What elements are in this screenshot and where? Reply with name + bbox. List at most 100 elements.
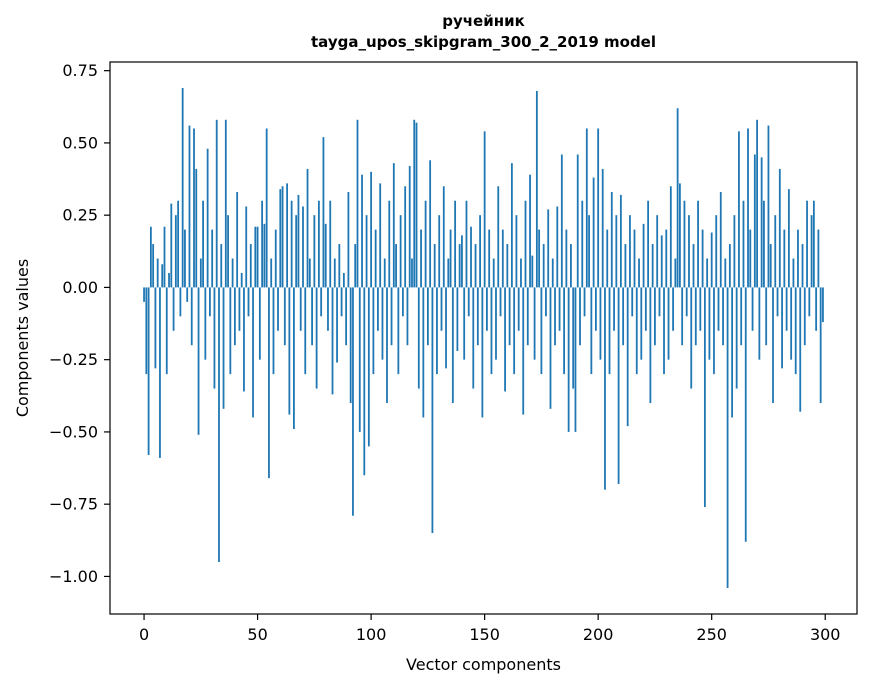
bar [322, 137, 325, 288]
bar [426, 287, 429, 346]
bar [481, 287, 484, 418]
bar [810, 215, 813, 288]
bar [290, 200, 293, 288]
ticks-group: 0 50 100 150 200 250 300 0.75 0.50 0.25 0.00 −0.25 −… [49, 61, 841, 644]
bar [347, 192, 350, 288]
bar [619, 194, 622, 288]
bar [803, 287, 806, 346]
bar [159, 287, 161, 458]
bar [549, 287, 552, 409]
bar [547, 209, 550, 288]
bar [524, 200, 527, 288]
bar [563, 287, 565, 375]
bar [283, 287, 286, 346]
bar [422, 287, 425, 418]
bar [143, 287, 145, 302]
bar [744, 287, 747, 542]
bar [386, 287, 388, 404]
bar [349, 287, 352, 404]
bar [506, 244, 509, 288]
bar [340, 287, 343, 317]
bar [610, 192, 613, 288]
bar [767, 125, 770, 288]
x-tick-label: 0 [139, 625, 149, 644]
bar [354, 244, 357, 288]
bar [304, 287, 307, 375]
bar [486, 287, 488, 331]
bar [252, 287, 254, 418]
bar [188, 125, 191, 288]
bar [397, 287, 400, 375]
bar [758, 287, 761, 360]
bar [281, 186, 284, 288]
bar [538, 229, 541, 288]
bar [526, 287, 529, 346]
bar [624, 244, 627, 288]
bar [356, 119, 359, 288]
bar [327, 287, 329, 331]
bar [783, 229, 786, 288]
bar [363, 287, 366, 476]
x-tick-label: 250 [696, 625, 727, 644]
bar [238, 287, 241, 331]
bar [699, 287, 702, 331]
bar [315, 287, 318, 389]
bar [560, 154, 563, 288]
x-tick-label: 200 [583, 625, 614, 644]
y-tick-label: −0.75 [49, 495, 98, 514]
bar [597, 128, 600, 288]
bar [272, 287, 275, 375]
bar [168, 272, 170, 288]
bar [222, 287, 225, 409]
bar [451, 287, 454, 404]
bar [785, 287, 788, 331]
bar [370, 171, 373, 288]
bar [154, 287, 157, 369]
bar [731, 287, 734, 418]
bar [211, 229, 214, 288]
bar [190, 287, 193, 346]
bar [697, 200, 699, 288]
bar [819, 287, 822, 404]
bar [726, 287, 729, 588]
bar [249, 244, 252, 288]
bar [608, 287, 611, 375]
bar [572, 287, 575, 389]
bar [261, 200, 264, 288]
x-tick-label: 50 [247, 625, 267, 644]
bar [685, 287, 688, 317]
bar [497, 186, 500, 288]
bar [790, 287, 793, 360]
bar [186, 287, 189, 302]
bar [635, 287, 638, 375]
bar [794, 287, 797, 375]
bar [660, 235, 663, 288]
bar [822, 287, 824, 323]
bar [345, 287, 348, 346]
y-tick-label: 0.25 [62, 206, 98, 225]
bar [613, 287, 615, 331]
bar [470, 226, 472, 288]
bar [218, 287, 220, 562]
bar [411, 258, 413, 288]
chart-title-line2: tayga_upos_skipgram_300_2_2019 model [311, 33, 656, 51]
bar [694, 287, 697, 346]
bar [193, 128, 195, 288]
bar [781, 287, 783, 369]
bar [483, 131, 486, 288]
bar [213, 287, 216, 389]
bar [288, 287, 291, 415]
bar [703, 287, 706, 508]
bar [638, 258, 640, 288]
bar [565, 229, 568, 288]
bar [812, 200, 815, 288]
bar [206, 148, 209, 288]
bar [708, 287, 711, 360]
bar [715, 215, 718, 288]
bar [590, 287, 593, 375]
bar [574, 287, 577, 432]
bar [429, 160, 432, 288]
bar [156, 258, 159, 288]
bar [338, 244, 341, 288]
